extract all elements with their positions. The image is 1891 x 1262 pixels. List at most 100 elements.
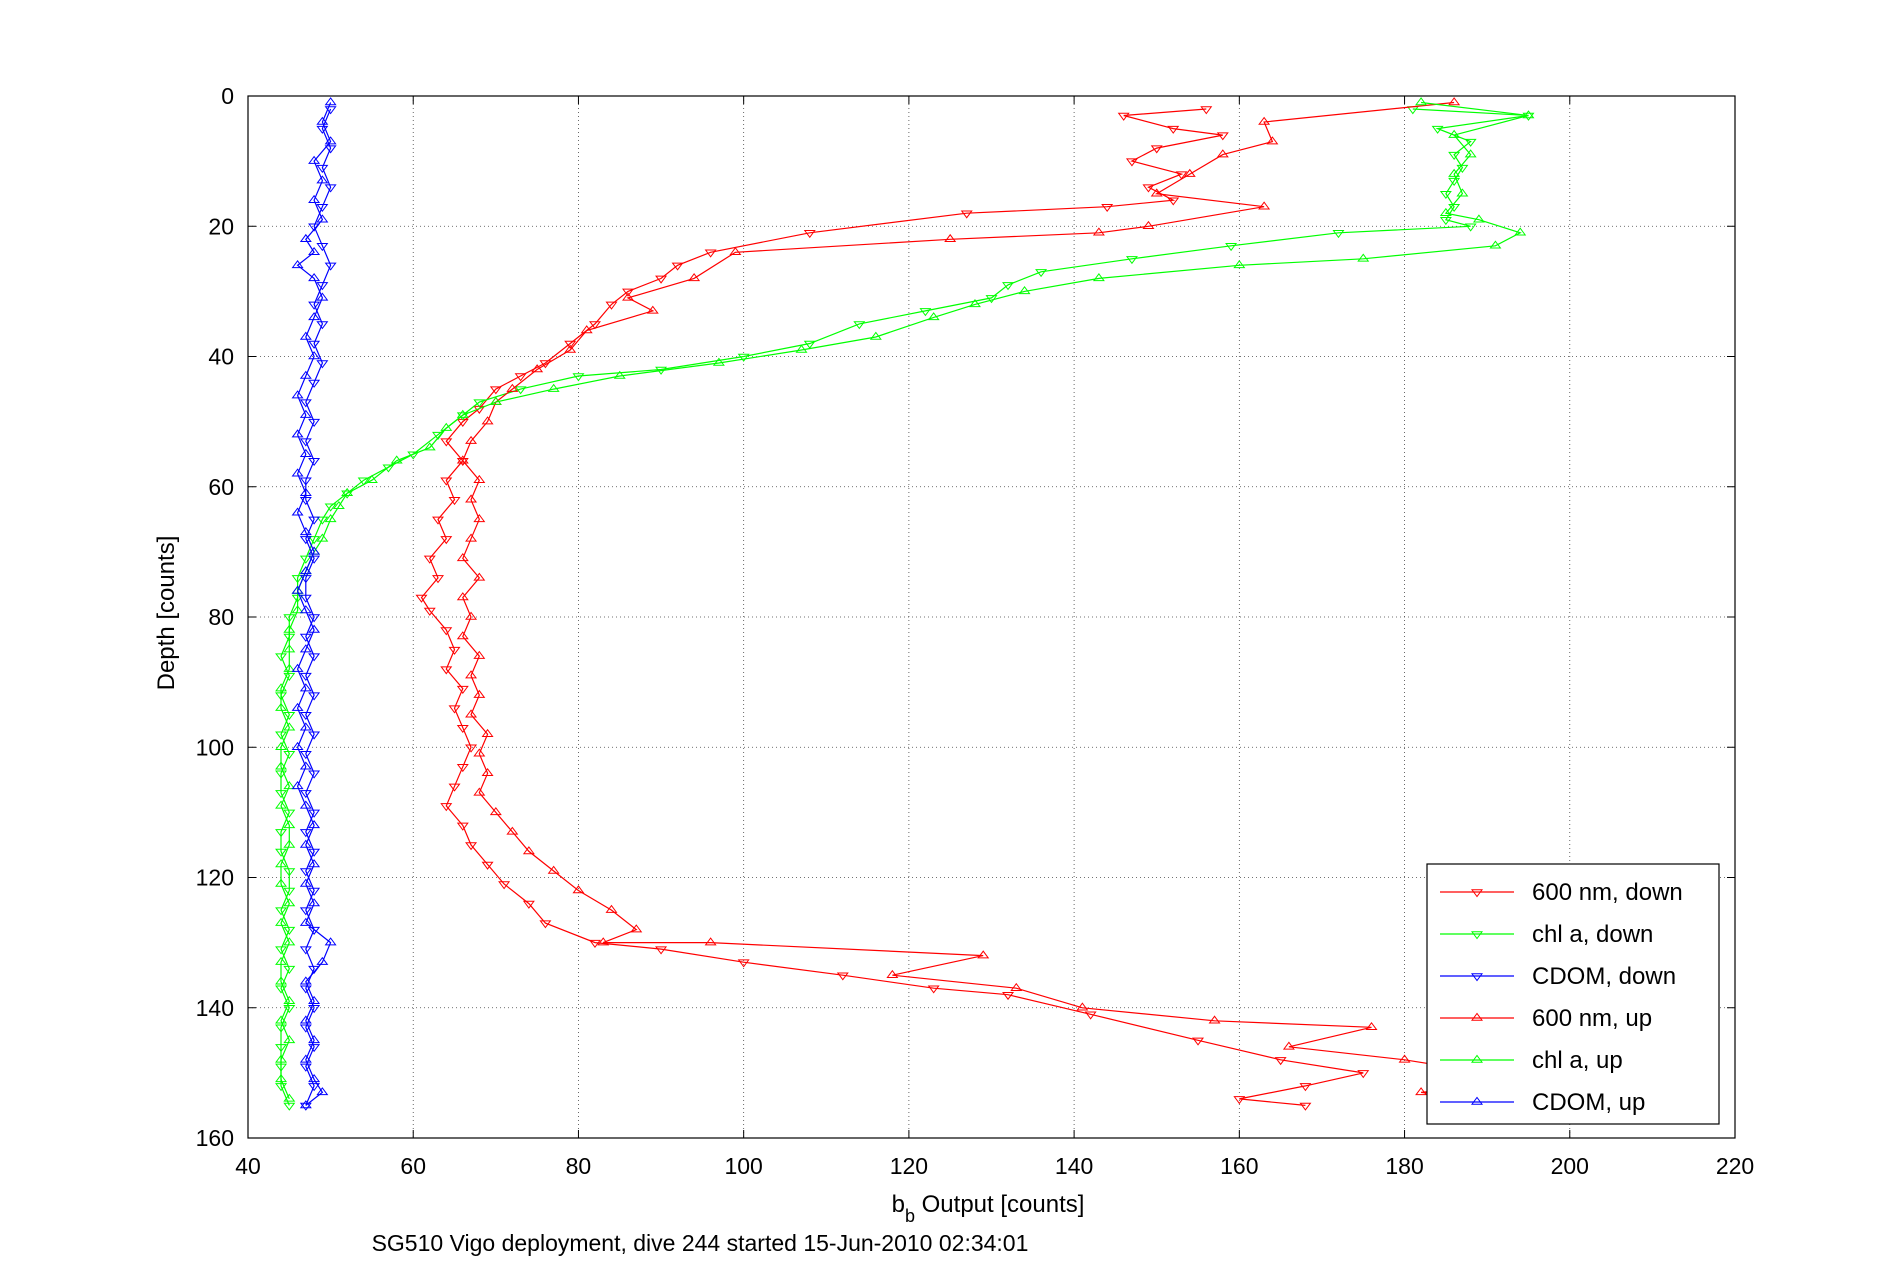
series-line: [420, 108, 1364, 1106]
legend-marker: [1471, 1012, 1483, 1021]
series-cdom-up: [291, 97, 337, 1109]
y-tick-label: 80: [208, 604, 234, 630]
data-point: [275, 800, 288, 809]
data-point: [283, 1102, 296, 1111]
y-tick-label: 0: [221, 83, 234, 109]
data-point: [456, 724, 469, 734]
data-point: [316, 175, 329, 184]
data-point: [456, 631, 469, 640]
legend-label: 600 nm, down: [1532, 879, 1683, 906]
y-tick-label: 140: [196, 995, 234, 1021]
data-point: [704, 937, 717, 946]
data-point: [1233, 1096, 1246, 1105]
data-point: [465, 533, 478, 542]
data-point: [299, 751, 312, 760]
legend-marker: [1471, 973, 1483, 982]
data-point: [588, 321, 601, 330]
data-point: [1415, 97, 1428, 106]
data-point: [299, 839, 312, 848]
data-point: [299, 536, 312, 545]
data-point: [299, 790, 312, 799]
x-tick-label: 100: [724, 1153, 762, 1179]
data-point: [1522, 110, 1535, 119]
data-point: [1514, 227, 1527, 236]
data-point: [308, 555, 321, 564]
data-point: [1439, 207, 1452, 216]
data-point: [481, 728, 494, 737]
data-point: [275, 1024, 288, 1033]
data-point: [572, 885, 585, 894]
data-point: [299, 800, 312, 809]
data-point: [1448, 168, 1461, 177]
legend-label: chl a, down: [1532, 921, 1653, 948]
data-point: [1274, 1057, 1287, 1066]
data-point: [299, 711, 312, 721]
data-point: [299, 917, 312, 926]
data-point: [448, 705, 461, 714]
data-point: [390, 455, 403, 464]
data-point: [324, 503, 337, 512]
data-point: [448, 497, 461, 506]
data-point: [465, 670, 478, 679]
data-point: [456, 409, 469, 418]
data-point: [308, 516, 321, 525]
data-point: [341, 487, 354, 497]
data-point: [1018, 286, 1031, 295]
y-tick-label: 40: [208, 344, 234, 370]
data-point: [308, 1034, 321, 1044]
series-chl-a-down: [275, 106, 1535, 1111]
data-point: [308, 457, 321, 467]
legend-label: CDOM, down: [1532, 963, 1676, 990]
data-point: [465, 435, 478, 444]
data-point: [712, 357, 725, 366]
data-point: [299, 829, 312, 838]
data-point: [308, 418, 321, 427]
data-point: [622, 292, 635, 301]
y-axis-label: Depth [counts]: [153, 536, 180, 691]
data-point: [291, 585, 304, 594]
data-point: [275, 683, 288, 692]
data-point: [481, 416, 494, 425]
data-point: [308, 194, 321, 203]
data-point: [283, 711, 296, 721]
data-point: [275, 731, 288, 740]
series-cdom-down: [299, 106, 337, 1111]
data-point: [1357, 253, 1370, 262]
data-point: [316, 282, 329, 291]
data-point: [1002, 991, 1015, 1001]
data-point: [308, 898, 321, 907]
data-point: [514, 386, 527, 395]
data-point: [316, 214, 329, 223]
data-point: [308, 820, 321, 829]
data-point: [803, 230, 816, 239]
data-point: [275, 956, 288, 965]
data-point: [1472, 214, 1485, 223]
data-point: [316, 321, 329, 330]
data-point: [456, 685, 469, 694]
data-point: [324, 145, 337, 154]
data-point: [671, 262, 684, 271]
data-point: [655, 275, 668, 284]
data-point: [1167, 197, 1180, 206]
data-point: [283, 663, 296, 672]
legend-label: chl a, up: [1532, 1047, 1623, 1074]
data-point: [1365, 1021, 1378, 1031]
data-point: [960, 210, 973, 219]
data-point: [283, 1093, 296, 1102]
data-point: [836, 972, 849, 981]
data-point: [299, 722, 312, 731]
data-point: [308, 155, 321, 164]
data-point: [514, 373, 527, 382]
data-point: [324, 106, 337, 115]
data-point: [465, 744, 478, 753]
data-point: [1101, 203, 1114, 213]
data-point: [299, 555, 312, 564]
series-line: [280, 108, 1529, 1106]
data-point: [308, 692, 321, 701]
data-point: [564, 340, 577, 349]
data-point: [1010, 982, 1023, 991]
data-point: [275, 985, 288, 994]
data-point: [456, 455, 469, 464]
data-point: [275, 859, 288, 868]
x-tick-label: 200: [1551, 1153, 1589, 1179]
